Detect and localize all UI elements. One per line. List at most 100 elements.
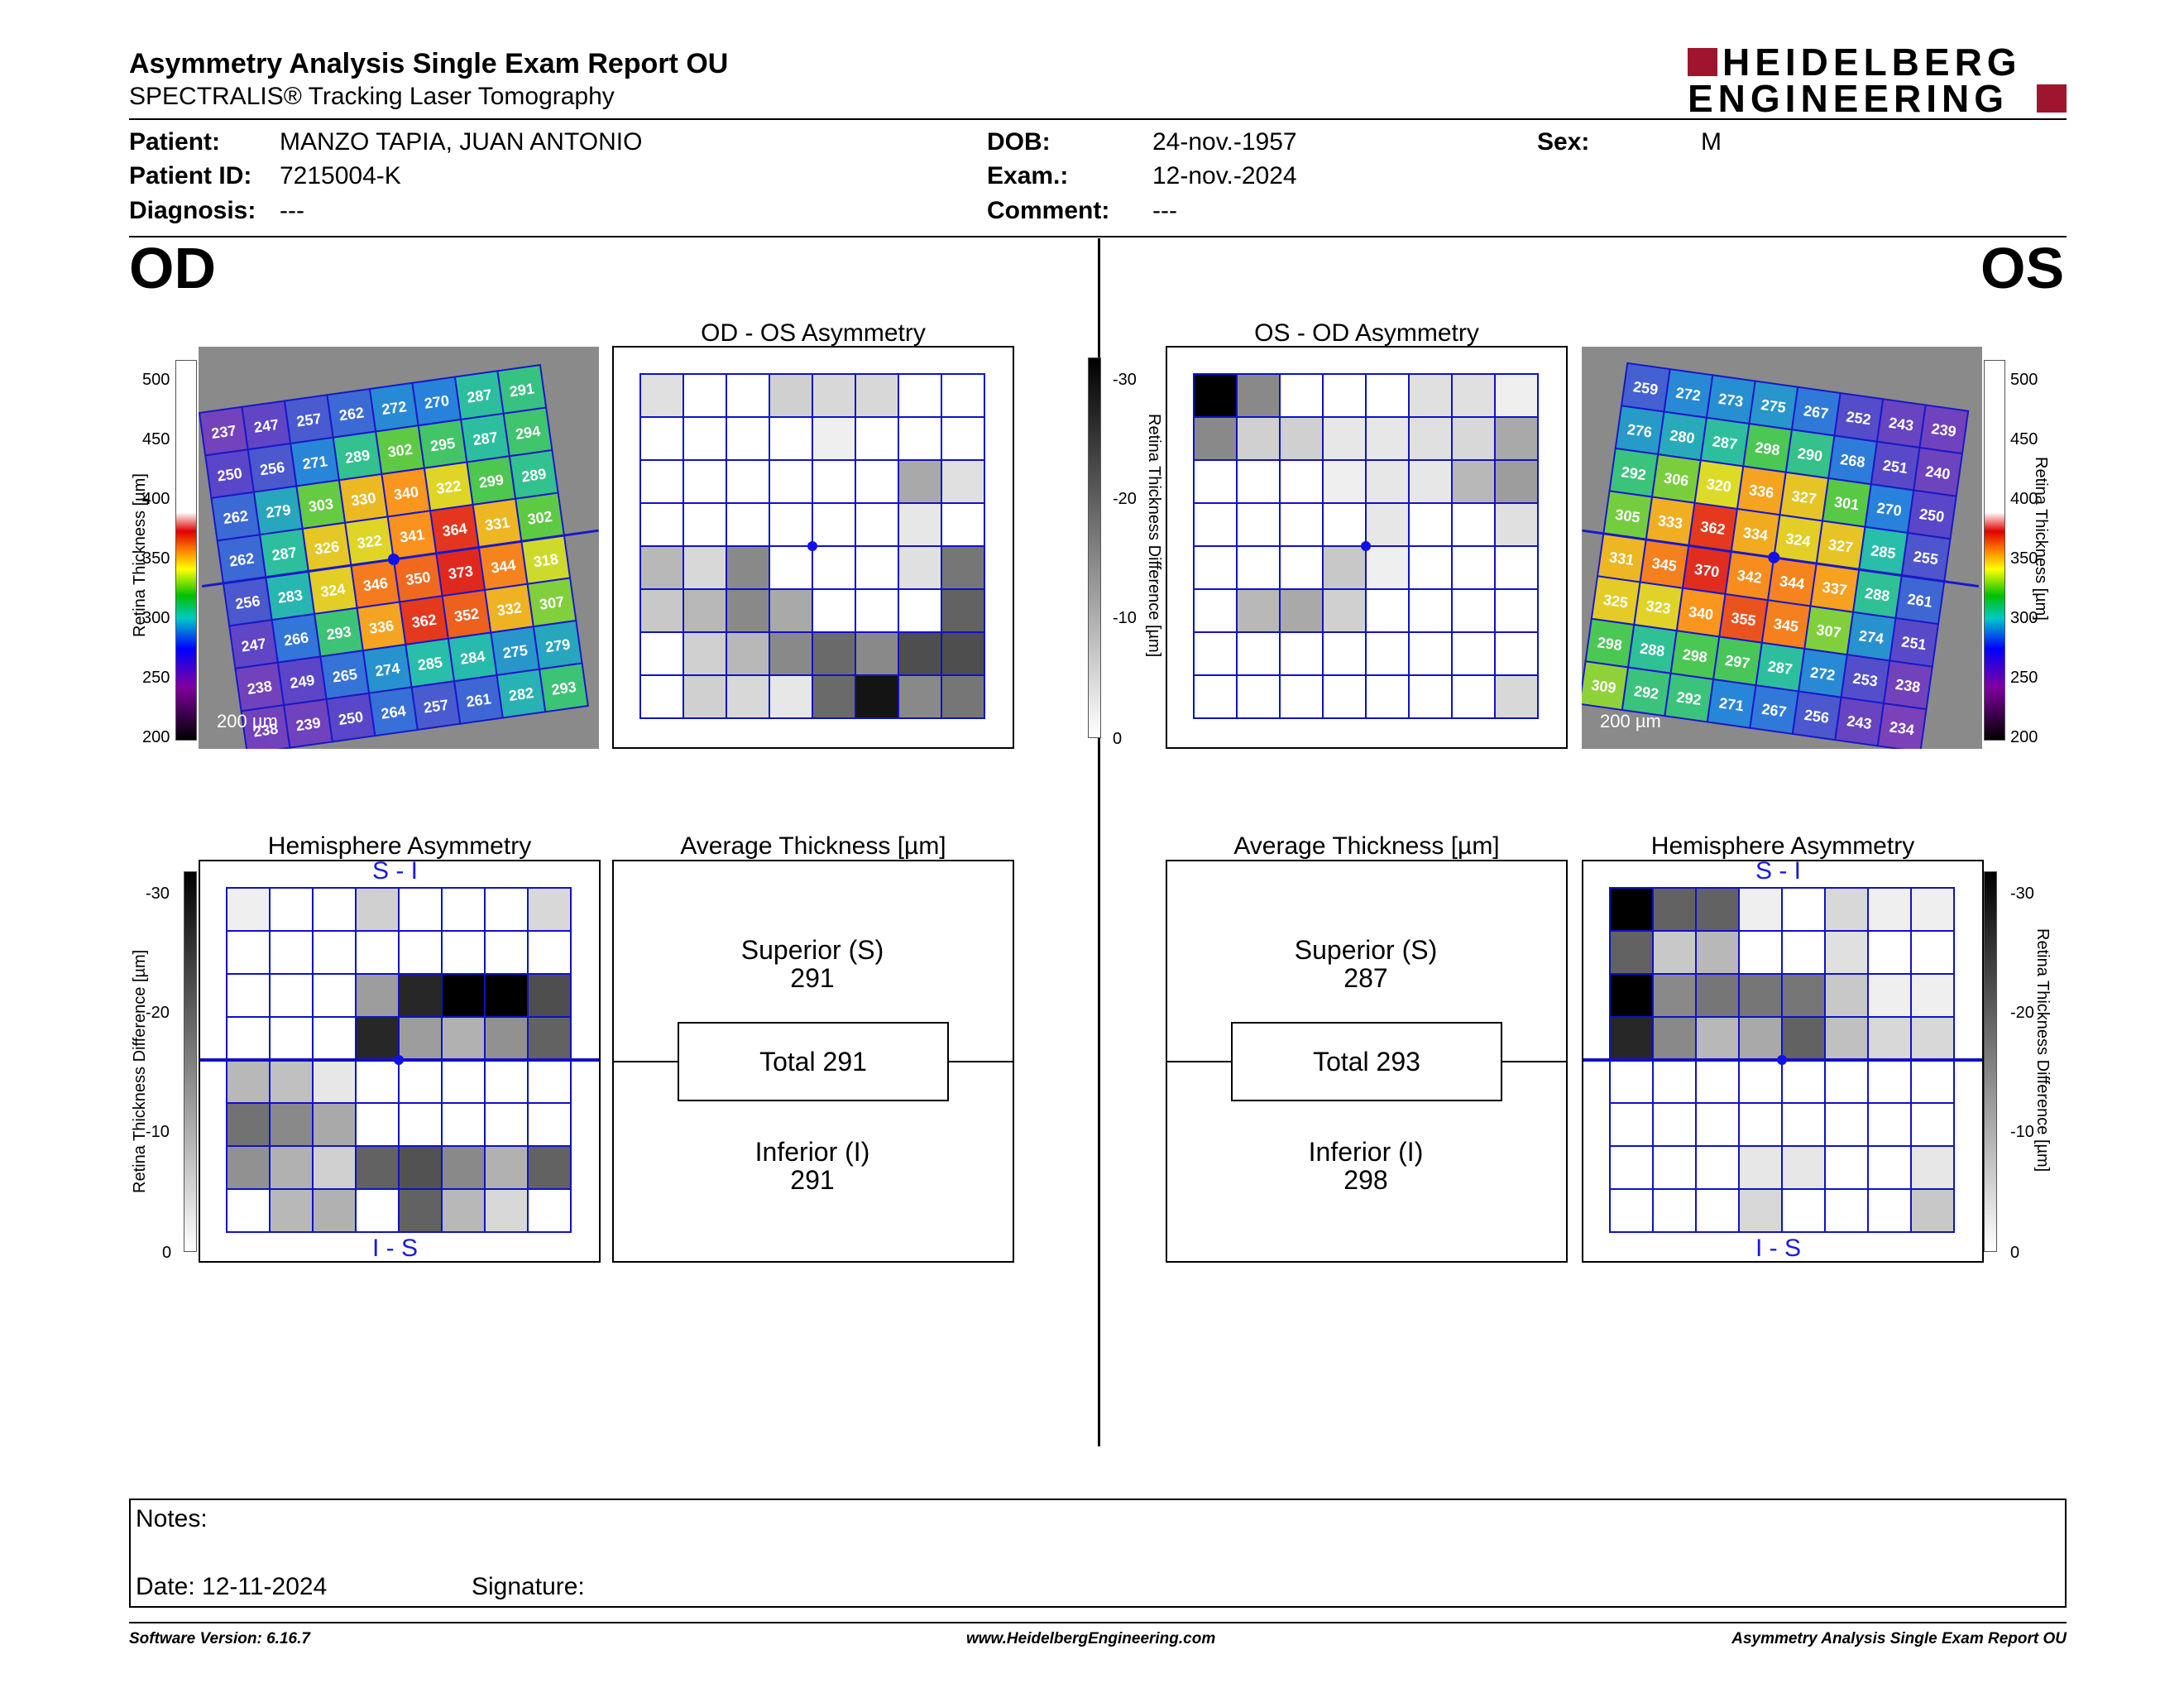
grid-cell [1451,416,1496,461]
grid-cell [855,373,899,418]
grid-cell [312,1188,357,1233]
grid-cell [1652,1016,1697,1061]
grid-cell [312,1016,357,1061]
grid-cell [1867,1188,1912,1233]
thickness-value: 352 [453,605,481,625]
website-link[interactable]: www.HeidelbergEngineering.com [966,1630,1216,1647]
thickness-value: 283 [277,587,304,607]
thickness-value: 234 [1889,718,1916,738]
grid-cell [226,930,271,975]
grid-cell [1408,631,1453,676]
od-hemi-tick-0: 0 [162,1244,172,1262]
diagnosis-label: Diagnosis: [129,197,256,224]
grid-cell [1279,459,1324,504]
os-hemi-tick-10: -10 [2010,1123,2034,1141]
od-hemi-colorbar [184,871,197,1252]
grid-cell [1408,674,1453,719]
notes-box[interactable]: Notes: Date: 12-11-2024 Signature: [129,1499,2067,1608]
os-superior-label: Superior (S) [1294,935,1438,965]
od-label: OD [129,236,216,300]
date-label: Date: 12-11-2024 [136,1573,328,1600]
grid-cell [898,459,942,504]
grid-cell [1910,930,1955,975]
thickness-value: 274 [1858,627,1885,647]
grid-cell [898,373,942,418]
thickness-value: 285 [417,654,444,674]
thickness-value: 251 [1882,457,1909,477]
grid-cell [269,930,314,975]
grid-cell [269,1145,314,1190]
grid-cell [1652,1188,1697,1233]
thickness-value: 303 [308,496,335,516]
thickness-cell [538,662,589,713]
grid-cell [1910,1188,1955,1233]
grid-cell [312,930,357,975]
grid-cell [812,545,856,590]
thickness-value: 272 [381,398,408,418]
dob-value: 24-nov.-1957 [1152,128,1297,156]
grid-cell [398,930,443,975]
grid-cell [1824,1059,1869,1104]
grid-cell [1408,502,1453,547]
grid-cell [1738,930,1783,975]
os-tick-200: 200 [2010,728,2038,746]
grid-cell [441,1102,486,1147]
os-hemi-axis-label: Retina Thickness Difference [µm] [2033,928,2052,1172]
thickness-value: 341 [399,526,426,546]
od-hemi-axis-label: Retina Thickness Difference [µm] [131,949,149,1193]
grid-cell [1494,588,1539,633]
thickness-value: 340 [1688,603,1715,623]
grid-cell [682,373,727,418]
grid-cell [226,1016,271,1061]
grid-cell [941,416,985,461]
grid-cell [1365,588,1410,633]
grid-cell [1652,1059,1697,1104]
patient-name: MANZO TAPIA, JUAN ANTONIO [280,128,643,156]
grid-cell [355,1102,400,1147]
grid-cell [812,502,856,547]
grid-cell [1451,502,1496,547]
grid-cell [1236,545,1281,590]
grid-cell [682,674,727,719]
grid-cell [1824,930,1869,975]
grid-cell [639,459,684,504]
patient-id: 7215004-K [280,162,401,189]
grid-cell [1279,545,1324,590]
grid-cell [1824,1145,1869,1190]
grid-cell [1910,1016,1955,1061]
grid-cell [355,1016,400,1061]
grid-cell [1322,502,1367,547]
thickness-value: 326 [314,538,341,558]
thickness-value: 298 [1597,634,1624,654]
thickness-value: 325 [1602,592,1630,611]
fovea-marker [807,541,817,551]
grid-cell [1910,1102,1955,1147]
grid-cell [898,588,942,633]
grid-cell [312,973,357,1018]
od-hemi-panel [199,860,601,1263]
os-avg-title: Average Thickness [µm] [1233,832,1500,860]
thickness-value: 344 [1779,573,1806,592]
od-avg-panel: Superior (S) 291 Total 291 Inferior (I) … [612,860,1014,1263]
grid-cell [269,1102,314,1147]
grid-cell [1781,1145,1826,1190]
grid-cell [1652,973,1697,1018]
thickness-value: 292 [1620,463,1647,483]
grid-cell [769,459,813,504]
grid-cell [639,502,684,547]
fovea-marker [387,553,400,565]
grid-cell [898,674,942,719]
logo-square-top [1688,48,1717,76]
grid-cell [269,973,314,1018]
thickness-value: 299 [478,472,505,492]
grid-cell [441,887,486,932]
grid-cell [355,1188,400,1233]
diff-top-tick-30: -30 [1113,371,1137,389]
thickness-value: 298 [1682,646,1709,666]
grid-cell [1609,1016,1654,1061]
grid-cell [855,545,899,590]
thickness-value: 239 [1930,420,1957,440]
grid-cell [441,1059,486,1104]
grid-cell [769,545,813,590]
grid-cell [527,1188,572,1233]
